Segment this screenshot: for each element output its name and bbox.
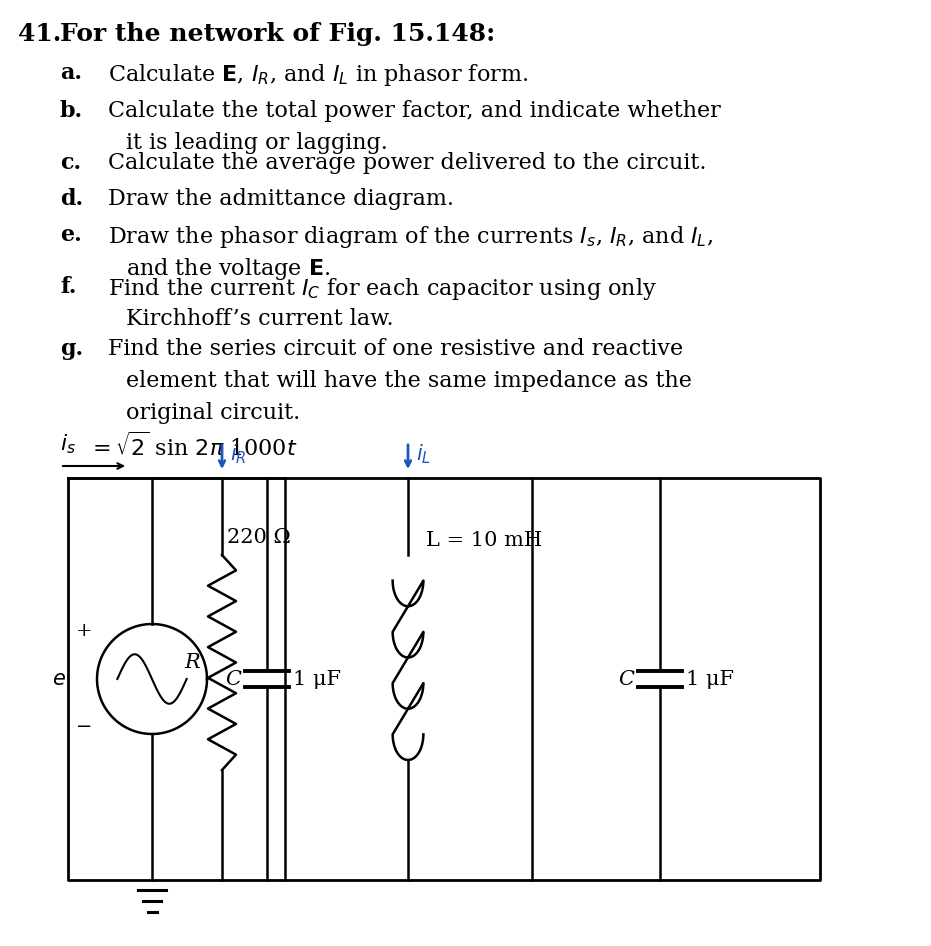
Text: 1 μF: 1 μF	[686, 670, 734, 689]
Text: Calculate $\mathbf{E}$, $I_R$, and $I_L$ in phasor form.: Calculate $\mathbf{E}$, $I_R$, and $I_L$…	[108, 62, 528, 88]
Text: −: −	[76, 718, 92, 736]
Text: 1 μF: 1 μF	[293, 670, 341, 689]
Text: element that will have the same impedance as the: element that will have the same impedanc…	[126, 370, 692, 392]
Text: $i_s$: $i_s$	[60, 432, 76, 456]
Text: C: C	[618, 670, 634, 689]
Text: $= \sqrt{2}$ sin $2\pi$ 1000$t$: $= \sqrt{2}$ sin $2\pi$ 1000$t$	[88, 432, 298, 461]
Text: Kirchhoff’s current law.: Kirchhoff’s current law.	[126, 308, 394, 330]
Text: L = 10 mH: L = 10 mH	[426, 531, 542, 550]
Text: Draw the admittance diagram.: Draw the admittance diagram.	[108, 188, 454, 210]
Text: Calculate the total power factor, and indicate whether: Calculate the total power factor, and in…	[108, 100, 721, 122]
Text: $i_L$: $i_L$	[416, 442, 431, 465]
Text: $i_R$: $i_R$	[230, 442, 247, 465]
Text: f.: f.	[60, 276, 76, 298]
Text: g.: g.	[60, 338, 83, 360]
Text: C: C	[225, 670, 241, 689]
Text: and the voltage $\mathbf{E}$.: and the voltage $\mathbf{E}$.	[126, 256, 331, 282]
Text: Draw the phasor diagram of the currents $I_s$, $I_R$, and $I_L$,: Draw the phasor diagram of the currents …	[108, 224, 713, 250]
Text: e.: e.	[60, 224, 82, 246]
Text: a.: a.	[60, 62, 82, 84]
Text: d.: d.	[60, 188, 83, 210]
Text: R: R	[184, 653, 200, 672]
Text: it is leading or lagging.: it is leading or lagging.	[126, 132, 388, 154]
Text: Find the series circuit of one resistive and reactive: Find the series circuit of one resistive…	[108, 338, 683, 360]
Text: $e$: $e$	[52, 670, 66, 689]
Text: c.: c.	[60, 152, 81, 174]
Text: original circuit.: original circuit.	[126, 402, 301, 424]
Text: b.: b.	[60, 100, 83, 122]
Text: For the network of Fig. 15.148:: For the network of Fig. 15.148:	[60, 22, 495, 46]
Text: +: +	[76, 622, 92, 640]
Text: Calculate the average power delivered to the circuit.: Calculate the average power delivered to…	[108, 152, 707, 174]
Text: Find the current $I_C$ for each capacitor using only: Find the current $I_C$ for each capacito…	[108, 276, 657, 302]
Text: 220 Ω: 220 Ω	[227, 528, 290, 547]
Text: 41.: 41.	[18, 22, 61, 46]
